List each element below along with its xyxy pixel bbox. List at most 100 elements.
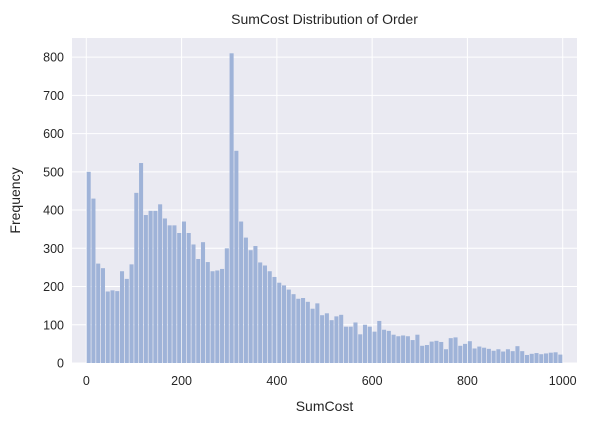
histogram-bar: [339, 314, 344, 363]
histogram-bar: [524, 354, 530, 363]
histogram-bars: [86, 53, 563, 363]
x-tick-label: 200: [171, 374, 192, 388]
histogram-bar: [515, 346, 520, 363]
y-tick-label: 100: [43, 318, 64, 332]
histogram-bar: [382, 329, 387, 363]
y-tick-label: 400: [43, 204, 64, 218]
y-tick-label: 500: [43, 165, 64, 179]
histogram-bar: [172, 225, 177, 363]
histogram-bar: [96, 263, 101, 363]
histogram-bar: [429, 341, 434, 363]
histogram-bar: [453, 337, 458, 363]
histogram-bar: [320, 315, 325, 363]
histogram-bar: [167, 225, 172, 363]
x-axis-label: SumCost: [296, 398, 354, 414]
histogram-bar: [129, 264, 134, 363]
histogram-bar: [544, 353, 549, 363]
histogram-bar: [439, 341, 444, 363]
histogram-bar: [220, 268, 225, 363]
histogram-bar: [467, 341, 472, 363]
histogram-bar: [496, 349, 501, 363]
histogram-bar: [91, 198, 96, 363]
y-tick-labels: 0 100 200 300 400 500 600 700 800: [43, 51, 64, 371]
histogram-bar: [434, 340, 439, 363]
histogram-bar: [110, 290, 115, 363]
histogram-bar: [315, 303, 320, 363]
histogram-bar: [472, 348, 477, 363]
histogram-bar: [372, 331, 377, 363]
histogram-bar: [210, 271, 215, 363]
histogram-bar: [415, 334, 420, 363]
histogram-bar: [358, 334, 363, 363]
histogram-bar: [234, 150, 239, 363]
y-tick-label: 700: [43, 89, 64, 103]
histogram-bar: [553, 352, 558, 363]
histogram-bar: [124, 278, 129, 363]
y-tick-label: 0: [57, 357, 64, 371]
histogram-bar: [386, 330, 391, 363]
histogram-bar: [281, 285, 287, 363]
histogram-bar: [510, 351, 515, 363]
histogram-bar: [181, 221, 186, 363]
histogram-bar: [491, 350, 496, 363]
histogram-bar: [301, 298, 306, 363]
histogram-bar: [105, 291, 110, 363]
histogram-bar: [310, 308, 315, 363]
histogram-bar: [405, 336, 410, 363]
histogram-bar: [272, 276, 277, 363]
histogram-bar: [324, 313, 329, 363]
x-tick-label: 0: [83, 374, 90, 388]
histogram-bar: [177, 233, 182, 363]
histogram-bar: [443, 349, 449, 363]
histogram-bar: [139, 163, 144, 363]
histogram-bar: [534, 353, 539, 363]
histogram-bar: [262, 265, 267, 363]
histogram-bar: [205, 262, 210, 363]
histogram-bar: [253, 246, 258, 363]
histogram-bar: [367, 326, 372, 363]
histogram-bar: [539, 354, 544, 363]
histogram-bar: [191, 244, 196, 363]
histogram-bar: [100, 268, 105, 363]
histogram-bar: [458, 345, 463, 363]
histogram-bar: [391, 334, 396, 363]
histogram-bar: [196, 259, 201, 363]
y-tick-label: 200: [43, 280, 64, 294]
histogram-bar: [277, 282, 282, 363]
y-tick-label: 600: [43, 127, 64, 141]
histogram-bar: [153, 210, 158, 363]
histogram-bar: [267, 271, 272, 363]
y-tick-label: 300: [43, 242, 64, 256]
histogram-bar: [396, 336, 401, 363]
histogram-bar: [115, 291, 120, 363]
histogram-bar: [143, 215, 148, 363]
histogram-bar: [410, 340, 415, 363]
histogram-bar: [224, 248, 229, 363]
histogram-bar: [243, 237, 248, 363]
histogram-bar: [463, 343, 468, 363]
histogram-bar: [258, 262, 263, 363]
histogram-bar: [334, 316, 339, 363]
histogram-bar: [477, 346, 482, 363]
histogram-bar: [286, 289, 291, 363]
histogram-bar: [377, 320, 382, 363]
histogram-bar: [558, 354, 563, 363]
histogram-bar: [486, 348, 491, 363]
histogram-bar: [520, 351, 525, 363]
x-tick-label: 1000: [549, 374, 577, 388]
histogram-bar: [353, 322, 358, 363]
histogram-bar: [305, 301, 310, 363]
x-tick-label: 600: [362, 374, 383, 388]
histogram-bar: [401, 335, 406, 363]
histogram-bar: [482, 347, 487, 363]
histogram-bar: [86, 171, 91, 363]
histogram-bar: [200, 242, 206, 363]
histogram-bar: [424, 345, 429, 363]
histogram-bar: [148, 210, 153, 363]
histogram-bar: [505, 349, 510, 363]
histogram-bar: [362, 324, 368, 363]
y-tick-label: 800: [43, 51, 64, 65]
histogram-bar: [529, 353, 534, 363]
histogram-bar: [134, 192, 139, 363]
